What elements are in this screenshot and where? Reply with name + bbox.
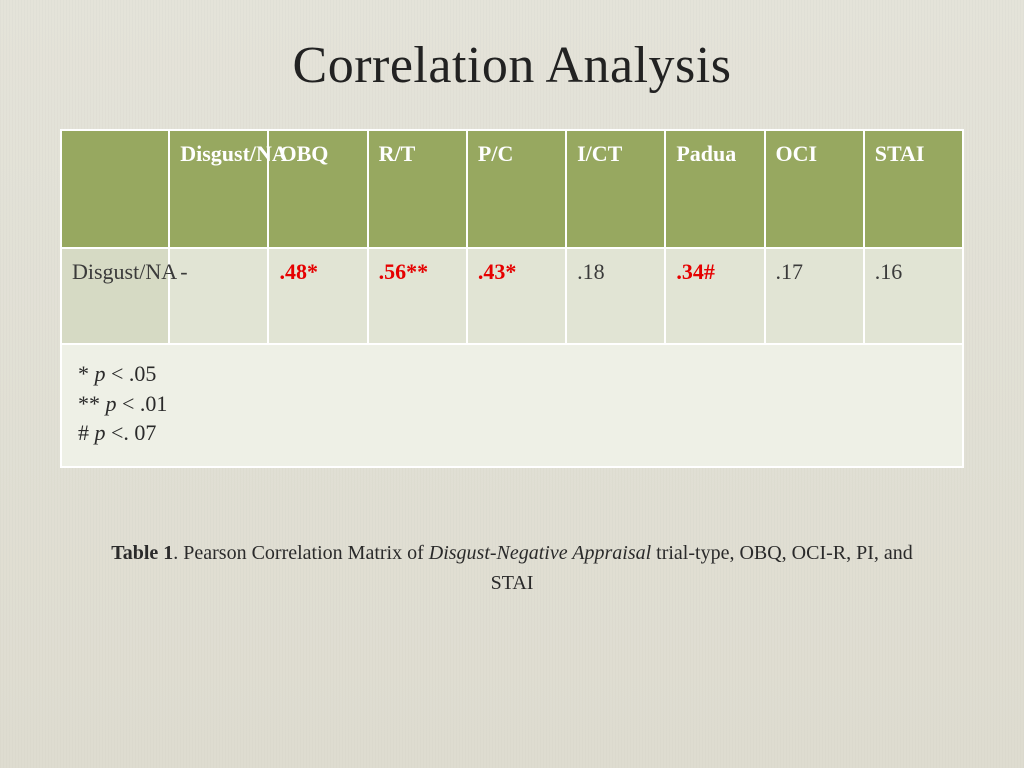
table-cell: .34# — [665, 248, 764, 344]
col-header: I/CT — [566, 130, 665, 248]
col-header: R/T — [368, 130, 467, 248]
footnote-line: * p < .05 — [78, 359, 946, 389]
table-cell: .43* — [467, 248, 566, 344]
table-cell: .48* — [268, 248, 367, 344]
col-header — [61, 130, 169, 248]
correlation-table: Disgust/NA OBQ R/T P/C I/CT Padua OCI ST… — [60, 129, 964, 345]
table-header-row: Disgust/NA OBQ R/T P/C I/CT Padua OCI ST… — [61, 130, 963, 248]
col-header: P/C — [467, 130, 566, 248]
footnote-line: ** p < .01 — [78, 389, 946, 419]
table-row: Disgust/NA - .48* .56** .43* .18 .34# .1… — [61, 248, 963, 344]
table-cell: .18 — [566, 248, 665, 344]
row-label: Disgust/NA — [61, 248, 169, 344]
slide-title: Correlation Analysis — [60, 36, 964, 95]
table-cell: .17 — [765, 248, 864, 344]
table-cell: .56** — [368, 248, 467, 344]
col-header: OBQ — [268, 130, 367, 248]
footnote-line: # p <. 07 — [78, 418, 946, 448]
col-header: STAI — [864, 130, 963, 248]
table-caption: Table 1. Pearson Correlation Matrix of D… — [60, 538, 964, 598]
col-header: Disgust/NA — [169, 130, 268, 248]
table-cell: .16 — [864, 248, 963, 344]
table-cell: - — [169, 248, 268, 344]
significance-footnotes: * p < .05 ** p < .01 # p <. 07 — [60, 345, 964, 468]
col-header: Padua — [665, 130, 764, 248]
col-header: OCI — [765, 130, 864, 248]
